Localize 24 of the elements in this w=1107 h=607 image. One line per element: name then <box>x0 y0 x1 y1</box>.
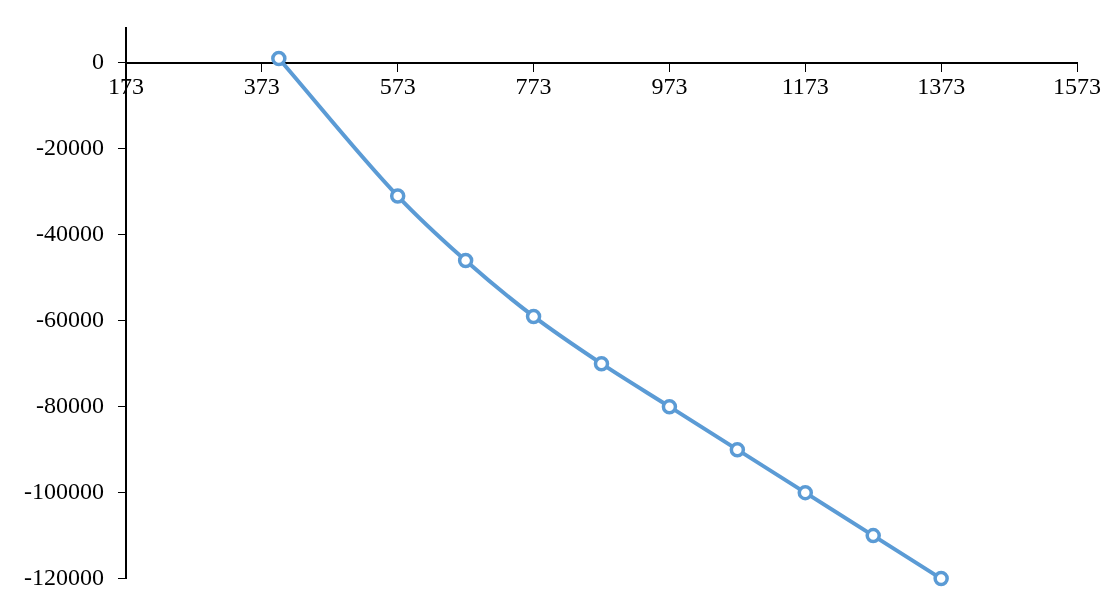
y-tick-label: -100000 <box>23 477 104 504</box>
x-tick-label: 1173 <box>781 73 829 100</box>
x-tick-label: 1573 <box>1053 73 1101 100</box>
y-tick-label: -40000 <box>35 220 104 247</box>
x-tick-label: 1373 <box>917 73 966 100</box>
point <box>389 188 406 204</box>
x-tick-label: 973 <box>651 73 688 100</box>
y-tick-label: -120000 <box>23 563 104 590</box>
point <box>593 355 610 372</box>
y-tick-label: 0 <box>91 48 104 75</box>
y-tick-label: -20000 <box>35 134 104 161</box>
point <box>797 484 814 501</box>
point <box>865 527 881 544</box>
point <box>729 441 746 458</box>
point <box>525 308 542 325</box>
point <box>457 252 474 269</box>
y-tick-label: -60000 <box>35 305 104 332</box>
y-tick-label: -80000 <box>35 391 104 418</box>
x-tick-label: 573 <box>379 73 416 100</box>
point <box>661 398 678 415</box>
point <box>933 570 949 587</box>
x-tick-label: 373 <box>243 73 280 100</box>
x-tick-label: 773 <box>515 73 552 100</box>
point <box>271 50 287 67</box>
